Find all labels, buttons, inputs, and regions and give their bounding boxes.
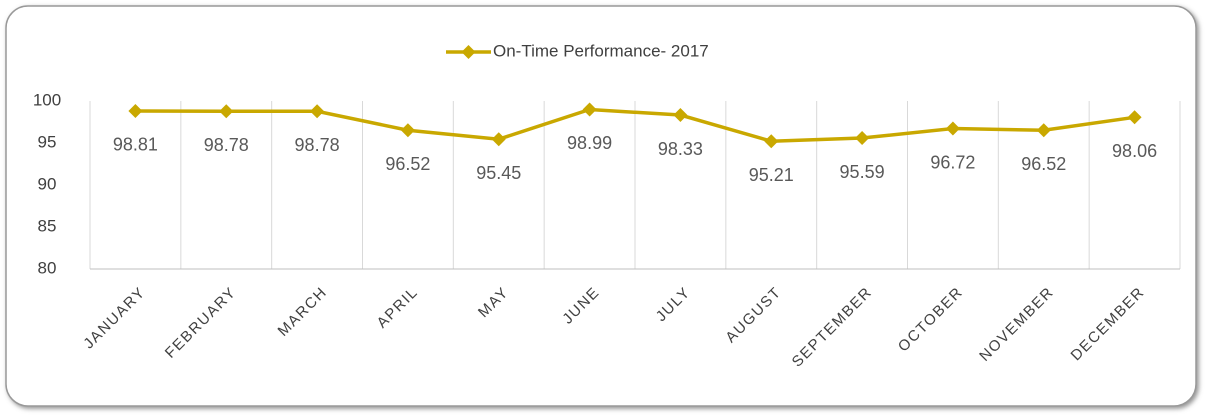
- data-point: [219, 104, 234, 119]
- legend-marker: [461, 45, 476, 59]
- data-label: 98.78: [295, 135, 340, 155]
- data-point: [1127, 110, 1142, 125]
- data-point: [128, 103, 143, 118]
- y-tick-label: 100: [33, 90, 61, 109]
- data-point: [855, 131, 870, 146]
- data-point: [1036, 123, 1051, 138]
- data-label: 98.78: [204, 135, 249, 155]
- legend-label: On-Time Performance- 2017: [493, 41, 709, 60]
- data-point: [764, 134, 779, 149]
- data-label: 95.45: [476, 163, 521, 183]
- data-point: [400, 123, 415, 138]
- series-line: [135, 107, 1135, 143]
- data-label: 98.99: [567, 133, 612, 153]
- data-label: 98.81: [113, 135, 158, 155]
- data-point: [310, 104, 325, 119]
- chart-frame: [5, 5, 1197, 407]
- data-label: 95.21: [749, 165, 794, 185]
- data-label: 96.52: [385, 154, 430, 174]
- data-point: [582, 102, 597, 117]
- data-point: [673, 108, 688, 123]
- data-point: [491, 132, 506, 147]
- data-label: 95.59: [840, 162, 885, 182]
- y-tick-label: 95: [38, 132, 57, 151]
- y-tick-label: 85: [38, 216, 57, 235]
- y-tick-label: 90: [38, 174, 57, 193]
- y-tick-label: 80: [38, 258, 57, 277]
- data-label: 98.06: [1112, 141, 1157, 161]
- data-label: 96.72: [930, 152, 975, 172]
- data-label: 98.33: [658, 139, 703, 159]
- data-point: [945, 121, 960, 136]
- data-label: 96.52: [1021, 154, 1066, 174]
